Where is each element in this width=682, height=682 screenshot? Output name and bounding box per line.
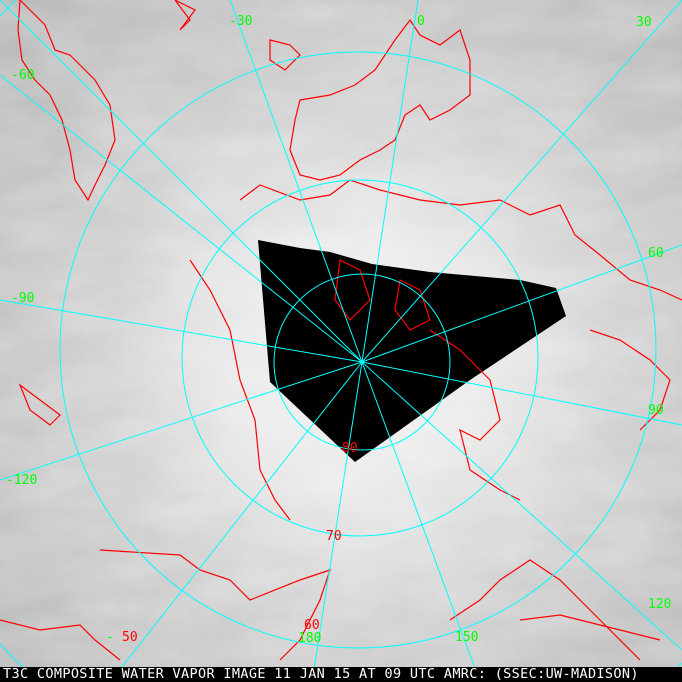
lat-label-80: 80: [342, 441, 358, 456]
meridian-180: [311, 361, 363, 682]
meridian-m120: [0, 361, 363, 481]
meridian-m90: [0, 299, 363, 363]
lon-label-180: 180: [298, 631, 321, 646]
meridian-0: [361, 0, 419, 363]
coastline-svalbard: [394, 279, 431, 331]
meridian-p120: [361, 361, 682, 651]
coastline-uk: [174, 0, 196, 31]
meridian-m30b: [0, 0, 363, 363]
coastline-hudson: [0, 619, 121, 661]
lon-label-minus: -: [106, 630, 114, 645]
meridian-m150: [109, 361, 363, 682]
coastline-far-east: [589, 329, 671, 431]
coastline-canada: [189, 259, 291, 521]
meridian-p90: [361, 361, 682, 426]
coastline-kamchatka: [449, 559, 641, 661]
coastline-aleutians: [519, 614, 661, 641]
latitude-circle-60: [59, 51, 657, 649]
image-caption: T3C COMPOSITE WATER VAPOR IMAGE 11 JAN 1…: [0, 667, 682, 682]
lat-label-60: 60: [304, 618, 320, 633]
lon-label-m120: -120: [6, 473, 37, 488]
lon-label-p120: 120: [648, 597, 671, 612]
coastlines: [0, 0, 682, 661]
lon-label-0: 0: [417, 14, 425, 29]
lon-label-p150: 150: [455, 630, 478, 645]
latitude-circle-80: [273, 273, 451, 451]
lon-label-p60: 60: [648, 246, 664, 261]
meridian-p60: [361, 244, 682, 363]
meridian-m30: [229, 0, 363, 363]
meridian-m60: [0, 74, 363, 363]
latitude-circle-70: [181, 179, 539, 537]
coastline-greenland: [17, 0, 116, 202]
coastline-ellesmere: [334, 259, 371, 321]
meridian-p150: [361, 361, 481, 682]
lat-label-50: 50: [122, 630, 138, 645]
coastline-iceland: [269, 39, 301, 71]
lon-label-m90: -90: [11, 291, 34, 306]
lon-label-m60: -60: [11, 68, 34, 83]
coastline-eurasia-arctic: [239, 179, 682, 301]
coastline-scandinavia: [289, 18, 471, 181]
lon-label-p30: 30: [636, 15, 652, 30]
coastline-alaska: [99, 549, 331, 661]
meridian-p30: [361, 0, 682, 363]
coastline-baffin: [18, 383, 61, 426]
lat-label-70: 70: [326, 529, 342, 544]
lon-label-m30: -30: [229, 14, 252, 29]
lon-label-p90: 90: [648, 403, 664, 418]
coastline-siberia: [429, 329, 521, 501]
